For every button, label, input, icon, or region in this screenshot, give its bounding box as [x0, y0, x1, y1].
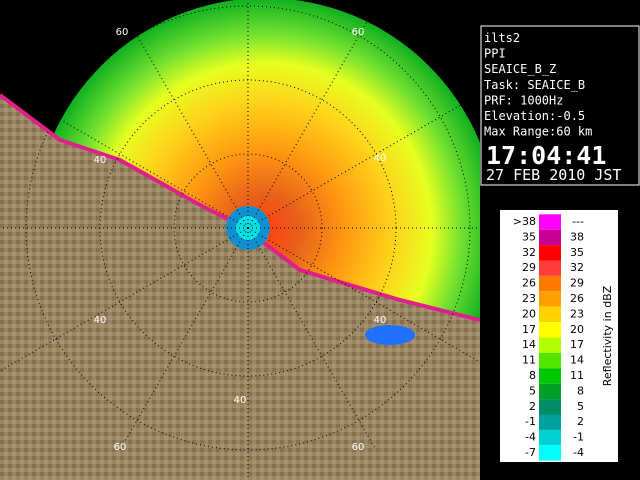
ring-label: 40 — [94, 315, 107, 326]
legend-low: 32 — [522, 246, 536, 259]
info-line: PRF: 1000Hz — [484, 93, 563, 107]
legend-low: -1 — [525, 415, 536, 428]
legend-high: 17 — [570, 338, 584, 351]
legend-low: 5 — [529, 384, 536, 397]
legend-low: 29 — [522, 261, 536, 274]
legend-high: -4 — [573, 446, 584, 459]
legend-low: 2 — [529, 400, 536, 413]
legend-high: 20 — [570, 323, 584, 336]
legend-swatch — [539, 322, 561, 338]
legend-high: 2 — [577, 415, 584, 428]
legend-low: 35 — [522, 230, 536, 243]
legend-low: >38 — [513, 215, 536, 228]
range-rings — [0, 0, 480, 480]
info-panel — [480, 25, 640, 186]
legend-low: 11 — [522, 354, 536, 367]
legend-low: 8 — [529, 369, 536, 382]
legend-high: 29 — [570, 277, 584, 290]
legend-swatch — [539, 383, 561, 400]
legend-high: 38 — [570, 230, 584, 243]
legend-high: -1 — [573, 431, 584, 444]
legend-swatch — [539, 399, 561, 415]
info-line: Max Range:60 km — [484, 125, 592, 139]
legend-high: --- — [572, 215, 584, 228]
legend-swatch — [539, 414, 561, 430]
ring-label: 60 — [114, 442, 127, 453]
time: 17:04:41 — [486, 141, 606, 170]
legend-low: 17 — [522, 323, 536, 336]
info-line: Task: SEAICE_B — [484, 78, 585, 92]
legend-swatch — [539, 245, 561, 261]
legend-swatch — [539, 445, 561, 461]
ring-label: 60 — [352, 442, 365, 453]
legend-swatch — [539, 291, 561, 307]
legend-low: -4 — [525, 431, 536, 444]
legend-high: 14 — [570, 354, 584, 367]
legend-high: 11 — [570, 369, 584, 382]
radar-image — [0, 0, 480, 480]
ring-label: 60 — [352, 27, 365, 38]
legend-swatch — [539, 337, 561, 353]
info-line: ilts2 — [484, 31, 520, 45]
date: 27 FEB 2010 JST — [486, 166, 621, 184]
ring-label: 40 — [374, 315, 387, 326]
legend-high: 35 — [570, 246, 584, 259]
legend-high: 5 — [577, 400, 584, 413]
terrain — [0, 95, 480, 480]
legend-swatch — [539, 429, 561, 446]
legend-swatch — [539, 260, 561, 276]
legend-swatch — [539, 214, 561, 230]
legend-title: Reflectivity in dBZ — [601, 285, 614, 386]
coast-echo — [0, 93, 480, 322]
ring-label: 60 — [116, 27, 129, 38]
legend-high: 23 — [570, 307, 584, 320]
legend-swatch — [539, 352, 561, 369]
legend-swatch — [539, 275, 561, 292]
legend-high: 8 — [577, 384, 584, 397]
legend-low: 20 — [522, 307, 536, 320]
info-line: PPI — [484, 47, 506, 61]
legend-swatch — [539, 229, 561, 246]
legend-high: 32 — [570, 261, 584, 274]
legend-swatch — [539, 306, 561, 323]
legend-high: 26 — [570, 292, 584, 305]
legend-swatch — [539, 368, 561, 384]
legend-low: 23 — [522, 292, 536, 305]
legend-low: 26 — [522, 277, 536, 290]
legend-low: 14 — [522, 338, 536, 351]
ring-label: 40 — [234, 395, 247, 406]
info-line: Elevation:-0.5 — [484, 109, 585, 123]
legend-low: -7 — [525, 446, 536, 459]
ring-label: 40 — [94, 155, 107, 166]
ring-label: 40 — [374, 153, 387, 164]
info-line: SEAICE_B_Z — [484, 62, 556, 76]
